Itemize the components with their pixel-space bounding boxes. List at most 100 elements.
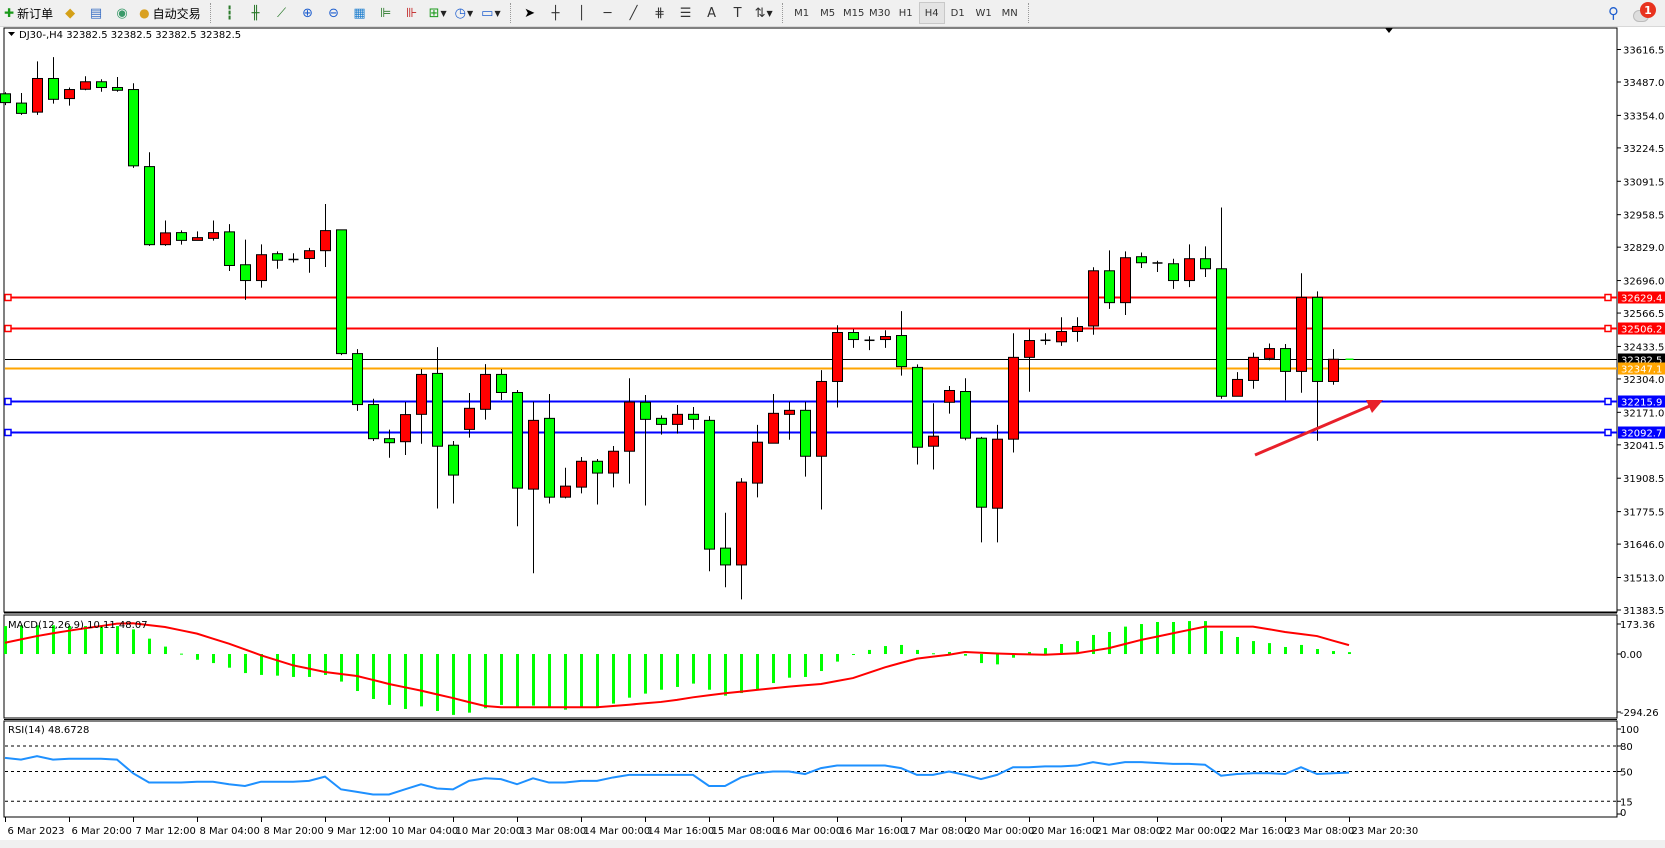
line-chart-button[interactable]: ⟋ xyxy=(271,2,293,24)
candle[interactable] xyxy=(912,364,923,465)
candle[interactable] xyxy=(448,440,459,504)
candle[interactable] xyxy=(1040,333,1051,345)
candle[interactable] xyxy=(1232,372,1243,397)
candle[interactable] xyxy=(224,224,235,272)
chevron-down-icon[interactable]: ▼ xyxy=(466,8,474,18)
candle[interactable] xyxy=(512,389,523,527)
candle[interactable] xyxy=(432,347,443,509)
candle[interactable] xyxy=(352,349,363,411)
level-anchor-handle[interactable] xyxy=(1604,397,1612,406)
candle[interactable] xyxy=(416,369,427,444)
candle[interactable] xyxy=(256,244,267,288)
candle[interactable] xyxy=(464,393,475,438)
level-anchor-handle[interactable] xyxy=(1604,428,1612,437)
candle[interactable] xyxy=(592,459,603,505)
candle[interactable] xyxy=(528,401,539,574)
fibonacci-button[interactable]: ⋕ xyxy=(649,2,671,24)
text-button[interactable]: A xyxy=(701,2,723,24)
candle[interactable] xyxy=(1248,352,1259,389)
candle[interactable] xyxy=(1072,317,1083,342)
bar-chart-button[interactable]: ┇ xyxy=(219,2,241,24)
candle[interactable] xyxy=(1024,329,1035,392)
candle[interactable] xyxy=(1216,207,1227,399)
search-icon[interactable]: ⚲ xyxy=(1608,4,1619,22)
notifications-button[interactable]: 1 xyxy=(1631,2,1657,24)
candle[interactable] xyxy=(608,445,619,488)
candle[interactable] xyxy=(64,87,75,106)
candle[interactable] xyxy=(768,394,779,444)
candle[interactable] xyxy=(720,512,731,588)
timeframe-h4[interactable]: H4 xyxy=(918,2,945,24)
timeframe-w1[interactable]: W1 xyxy=(975,7,992,19)
cursor-button[interactable]: ➤ xyxy=(519,2,541,24)
templates-button[interactable]: ▭ ▼ xyxy=(479,2,502,24)
candle[interactable] xyxy=(480,364,491,420)
timeframe-d1[interactable]: D1 xyxy=(950,7,965,19)
gold-button[interactable]: ◆ xyxy=(59,2,81,24)
candle[interactable] xyxy=(160,220,171,246)
candle[interactable] xyxy=(240,239,251,300)
candle[interactable] xyxy=(1264,343,1275,361)
candle[interactable] xyxy=(368,398,379,441)
trendline-button[interactable]: ╱ xyxy=(623,2,645,24)
timeframe-h1[interactable]: H1 xyxy=(898,7,913,19)
candle[interactable] xyxy=(784,401,795,440)
horizontal-line-button[interactable]: ─ xyxy=(597,2,619,24)
candle[interactable] xyxy=(896,311,907,376)
candle[interactable] xyxy=(832,325,843,408)
candle[interactable] xyxy=(704,416,715,572)
candle[interactable] xyxy=(96,79,107,92)
candle[interactable] xyxy=(1120,251,1131,315)
timeframe-m5[interactable]: M5 xyxy=(820,7,836,19)
chevron-down-icon[interactable]: ▼ xyxy=(440,8,447,18)
auto-scroll-button[interactable]: ⊫ xyxy=(375,2,397,24)
candle[interactable] xyxy=(1088,267,1099,335)
candle[interactable] xyxy=(144,152,155,246)
zoom-out-button[interactable]: ⊖ xyxy=(323,2,345,24)
level-anchor-handle[interactable] xyxy=(4,428,12,437)
candle[interactable] xyxy=(1312,291,1323,441)
candlestick-button[interactable]: ╫ xyxy=(245,2,267,24)
indicators-button[interactable]: ⊞ ▼ xyxy=(427,2,449,24)
candle[interactable] xyxy=(112,76,123,92)
candle[interactable] xyxy=(176,230,187,245)
candle[interactable] xyxy=(1200,246,1211,278)
arrows-button[interactable]: ⇅ ▼ xyxy=(753,2,775,24)
arrow-annotation[interactable] xyxy=(1254,403,1373,457)
timeframe-m30[interactable]: M30 xyxy=(868,7,891,19)
vertical-line-button[interactable]: │ xyxy=(571,2,593,24)
candle[interactable] xyxy=(1328,349,1339,385)
candle[interactable] xyxy=(128,83,139,168)
candle[interactable] xyxy=(656,415,667,435)
candle[interactable] xyxy=(192,231,203,241)
candle[interactable] xyxy=(976,436,987,543)
history-button[interactable]: ▤ xyxy=(85,2,107,24)
chart-shift-marker-icon[interactable] xyxy=(1385,28,1393,33)
candle[interactable] xyxy=(880,330,891,348)
candle[interactable] xyxy=(1168,258,1179,289)
candle[interactable] xyxy=(384,429,395,458)
candle[interactable] xyxy=(1280,344,1291,401)
level-anchor-handle[interactable] xyxy=(1604,324,1612,333)
candle[interactable] xyxy=(848,329,859,348)
candle[interactable] xyxy=(1184,244,1195,288)
candle[interactable] xyxy=(208,220,219,241)
candle[interactable] xyxy=(688,407,699,430)
candle[interactable] xyxy=(80,76,91,91)
chevron-down-icon[interactable]: ▼ xyxy=(766,8,773,18)
chart-canvas[interactable]: DJ30-,H4 32382.5 32382.5 32382.5 32382.5… xyxy=(0,27,1665,844)
chevron-down-icon[interactable]: ▼ xyxy=(494,8,501,18)
chart-shift-button[interactable]: ⊪ xyxy=(401,2,423,24)
crosshair-button[interactable]: ┼ xyxy=(545,2,567,24)
candle[interactable] xyxy=(1008,333,1019,453)
auto-trading-button[interactable]: ● 自动交易 xyxy=(137,2,203,24)
level-anchor-handle[interactable] xyxy=(4,397,12,406)
periods-button[interactable]: ◷ ▼ xyxy=(453,2,476,24)
candle[interactable] xyxy=(1296,273,1307,393)
candle[interactable] xyxy=(1104,250,1115,309)
candle[interactable] xyxy=(816,370,827,510)
candle[interactable] xyxy=(16,93,27,115)
candle[interactable] xyxy=(48,57,59,104)
candle[interactable] xyxy=(320,203,331,267)
candle[interactable] xyxy=(736,478,747,600)
